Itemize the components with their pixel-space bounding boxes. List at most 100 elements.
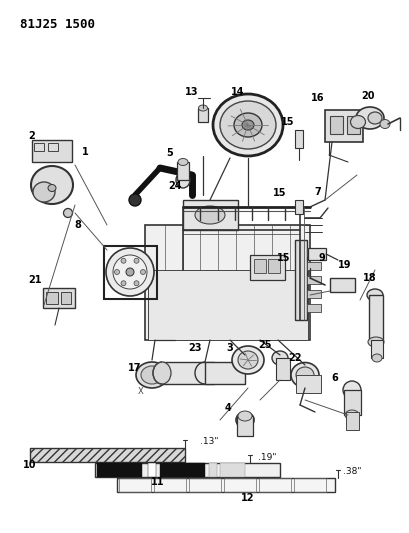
Bar [259,478,291,492]
Bar [344,390,361,415]
Bar [276,358,290,380]
Bar [148,463,156,477]
Text: 10: 10 [23,460,37,470]
Bar [30,448,185,462]
Text: 13: 13 [185,87,199,97]
Bar [346,412,359,430]
Ellipse shape [213,94,283,156]
Ellipse shape [134,259,139,263]
Bar [145,225,310,340]
Ellipse shape [134,281,139,286]
Text: 12: 12 [241,493,255,503]
Bar [162,362,214,384]
Ellipse shape [31,166,73,204]
Text: 8: 8 [74,220,81,230]
Bar [148,270,308,340]
Bar [119,478,151,492]
Ellipse shape [153,362,171,384]
Ellipse shape [232,346,264,374]
Ellipse shape [296,367,314,383]
Ellipse shape [126,268,134,276]
Bar [95,463,280,477]
Text: 15: 15 [281,117,295,127]
Text: 17: 17 [128,363,142,373]
Ellipse shape [141,270,146,274]
Ellipse shape [238,411,252,421]
Bar [268,259,280,273]
Bar [254,259,266,273]
Ellipse shape [220,101,276,149]
Bar [104,246,157,299]
Bar [347,116,360,134]
Ellipse shape [136,362,168,388]
Ellipse shape [198,105,207,111]
Bar [295,130,303,148]
Bar [237,416,253,436]
Bar [250,255,285,280]
Ellipse shape [367,289,383,301]
Bar [46,292,58,304]
Bar [307,276,321,284]
Ellipse shape [63,208,72,217]
Ellipse shape [234,113,262,137]
Ellipse shape [141,366,163,384]
Text: 1: 1 [82,147,88,157]
Ellipse shape [356,107,384,129]
Bar [307,248,321,256]
Ellipse shape [33,182,55,202]
Bar [61,292,71,304]
Bar [307,290,321,298]
Text: .38": .38" [343,467,362,477]
Bar [295,240,307,320]
Ellipse shape [178,158,188,166]
Text: 15: 15 [277,253,291,263]
Bar [308,248,326,260]
Bar [117,478,335,492]
Ellipse shape [242,120,254,130]
Text: 25: 25 [258,340,272,350]
Text: 6: 6 [332,373,338,383]
Ellipse shape [121,259,126,263]
Text: 15: 15 [273,188,287,198]
Bar [198,108,208,122]
Text: 9: 9 [319,253,326,263]
Bar [154,478,186,492]
Ellipse shape [380,119,390,128]
Ellipse shape [236,412,254,428]
Text: 16: 16 [311,93,325,103]
Bar [97,463,142,477]
Text: 21: 21 [28,275,42,285]
Text: 20: 20 [361,91,375,101]
Ellipse shape [121,281,126,286]
Text: 3: 3 [227,343,234,353]
Ellipse shape [368,337,384,347]
Ellipse shape [372,354,382,362]
Ellipse shape [113,255,147,289]
Ellipse shape [129,194,141,206]
Ellipse shape [291,362,319,387]
Bar [224,478,256,492]
Ellipse shape [368,112,382,124]
Bar [330,116,343,134]
Bar [295,200,303,214]
Bar [183,200,238,230]
Text: 23: 23 [188,343,202,353]
Bar [296,375,321,393]
Bar [189,478,221,492]
Ellipse shape [238,351,258,369]
Ellipse shape [48,184,56,191]
Text: .19": .19" [258,453,276,462]
Text: 24: 24 [168,181,182,191]
Bar [177,162,189,180]
Ellipse shape [176,172,190,188]
Bar [307,304,321,312]
Bar [209,463,217,477]
Bar [330,278,355,292]
Text: 14: 14 [231,87,245,97]
Ellipse shape [343,381,361,399]
Bar [160,463,205,477]
Bar [32,140,72,162]
Text: X: X [138,387,144,397]
Ellipse shape [272,351,288,365]
Text: 2: 2 [29,131,35,141]
